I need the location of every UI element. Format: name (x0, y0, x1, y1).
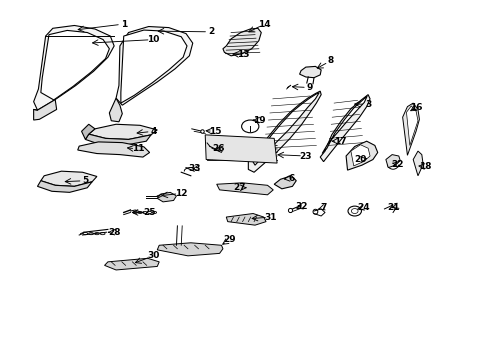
Text: 25: 25 (143, 208, 156, 217)
Polygon shape (85, 134, 151, 145)
Polygon shape (406, 106, 417, 145)
Text: 13: 13 (237, 50, 249, 59)
Polygon shape (116, 27, 192, 105)
Text: 9: 9 (306, 83, 312, 92)
Polygon shape (251, 93, 319, 165)
Polygon shape (104, 258, 159, 270)
Text: 32: 32 (295, 202, 307, 211)
Text: 27: 27 (233, 183, 245, 192)
Text: 12: 12 (175, 189, 187, 198)
Text: 4: 4 (150, 127, 156, 136)
Polygon shape (121, 30, 186, 103)
Polygon shape (41, 171, 97, 186)
Text: 2: 2 (207, 27, 214, 36)
Text: 11: 11 (132, 144, 144, 153)
Polygon shape (205, 135, 277, 163)
Polygon shape (322, 96, 366, 154)
Text: 10: 10 (147, 35, 159, 44)
Polygon shape (385, 154, 399, 168)
Polygon shape (248, 91, 321, 172)
Text: 23: 23 (299, 152, 311, 161)
Polygon shape (320, 95, 369, 162)
Polygon shape (412, 151, 422, 176)
Text: 15: 15 (209, 127, 222, 136)
Polygon shape (274, 176, 296, 189)
Polygon shape (402, 103, 419, 155)
Polygon shape (34, 100, 57, 120)
Polygon shape (34, 26, 114, 110)
Text: 24: 24 (356, 203, 369, 212)
Text: 7: 7 (320, 203, 326, 212)
Polygon shape (157, 192, 176, 202)
Text: 29: 29 (223, 235, 235, 244)
Text: 6: 6 (288, 174, 294, 183)
Text: 3: 3 (364, 100, 370, 109)
Text: 8: 8 (327, 56, 333, 65)
Polygon shape (41, 30, 109, 100)
Polygon shape (299, 66, 321, 78)
Text: 31: 31 (264, 212, 277, 221)
Text: 17: 17 (333, 137, 346, 146)
Polygon shape (78, 142, 149, 157)
Text: 16: 16 (409, 103, 422, 112)
Polygon shape (226, 213, 265, 225)
Text: 33: 33 (187, 164, 200, 173)
Polygon shape (223, 28, 261, 56)
Polygon shape (346, 141, 377, 170)
Text: 5: 5 (82, 176, 88, 185)
Polygon shape (81, 124, 95, 139)
Polygon shape (38, 181, 92, 192)
Text: 20: 20 (354, 155, 366, 164)
Polygon shape (216, 183, 273, 195)
Text: 30: 30 (147, 251, 159, 260)
Text: 22: 22 (391, 159, 403, 168)
Text: 14: 14 (258, 19, 270, 28)
Text: 28: 28 (108, 228, 120, 237)
Polygon shape (109, 98, 122, 122)
Polygon shape (350, 145, 369, 166)
Text: 21: 21 (386, 203, 399, 212)
Text: 1: 1 (121, 19, 126, 28)
Text: 18: 18 (419, 162, 431, 171)
Text: 26: 26 (211, 144, 224, 153)
Text: 19: 19 (252, 116, 264, 125)
Polygon shape (157, 243, 223, 256)
Polygon shape (89, 124, 157, 139)
